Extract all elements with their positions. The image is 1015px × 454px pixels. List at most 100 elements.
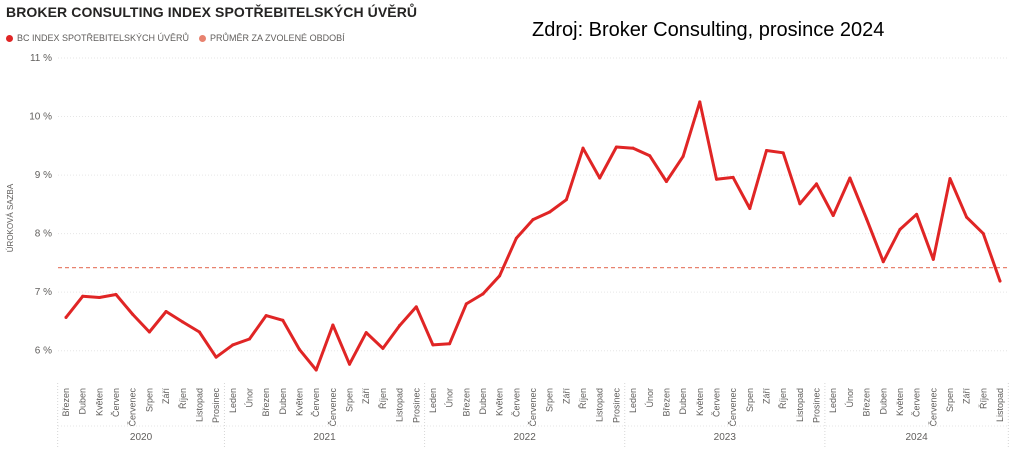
x-month-label: Září [561, 388, 571, 405]
data-point [281, 318, 285, 322]
x-month-label: Leden [228, 388, 238, 413]
data-point [598, 176, 602, 180]
data-point [364, 331, 368, 335]
data-point [448, 342, 452, 346]
y-tick-label: 8 % [35, 229, 52, 240]
x-month-label: Březen [661, 388, 671, 417]
data-point [131, 312, 135, 316]
x-month-label: Květen [695, 388, 705, 416]
x-year-label: 2020 [130, 432, 153, 443]
x-month-label: Duben [278, 388, 288, 415]
y-tick-label: 7 % [35, 287, 52, 298]
data-point [965, 215, 969, 219]
data-point [81, 294, 85, 298]
data-point [481, 292, 485, 296]
x-month-label: Březen [61, 388, 71, 417]
data-point [698, 100, 702, 104]
data-point [164, 310, 168, 314]
data-point [915, 212, 919, 216]
data-point [197, 330, 201, 334]
legend-marker-index [6, 34, 13, 42]
data-point [264, 314, 268, 318]
x-month-label: Červen [311, 388, 321, 417]
data-point [614, 145, 618, 149]
x-month-label: Říjen [778, 388, 788, 409]
data-point [581, 146, 585, 150]
x-month-label: Duben [678, 388, 688, 415]
data-point [298, 348, 301, 352]
data-point [848, 176, 852, 180]
legend-label-average: PRŮMĚR ZA ZVOLENÉ OBDOBÍ [210, 33, 345, 43]
legend-label-index: BC INDEX SPOTŘEBITELSKÝCH ÚVĚRŮ [17, 33, 190, 43]
data-point [948, 177, 952, 181]
data-point [231, 343, 235, 347]
data-point [314, 368, 318, 372]
x-month-label: Listopad [194, 388, 204, 422]
legend-item-index[interactable]: BC INDEX SPOTŘEBITELSKÝCH ÚVĚRŮ [6, 33, 189, 43]
x-month-label: Duben [78, 388, 88, 415]
data-point [898, 228, 902, 232]
y-axis-title: ÚROKOVÁ SAZBA [6, 183, 15, 252]
x-month-label: Listopad [795, 388, 805, 422]
data-point [498, 274, 502, 278]
x-month-label: Srpen [745, 388, 755, 412]
x-month-label: Leden [828, 388, 838, 413]
x-month-label: Listopad [395, 388, 405, 422]
x-month-label: Prosinec [611, 388, 621, 424]
x-month-label: Červen [912, 388, 922, 417]
data-point [97, 295, 101, 299]
chart-title: BROKER CONSULTING INDEX SPOTŘEBITELSKÝCH… [6, 4, 418, 20]
x-month-label: Srpen [345, 388, 355, 412]
x-month-label: Červen [711, 388, 721, 417]
x-month-label: Květen [895, 388, 905, 416]
data-point [464, 302, 468, 306]
x-month-label: Září [962, 388, 972, 405]
x-month-label: Listopad [995, 388, 1005, 422]
y-tick-label: 11 % [30, 53, 52, 64]
x-month-label: Leden [628, 388, 638, 413]
x-month-label: Prosinec [812, 388, 822, 424]
data-point [548, 210, 552, 214]
data-point [331, 323, 335, 327]
x-month-label: Březen [461, 388, 471, 417]
y-tick-label: 10 % [29, 112, 52, 123]
x-month-label: Prosinec [411, 388, 421, 424]
data-point [564, 198, 568, 202]
x-month-label: Duben [478, 388, 488, 415]
data-point [664, 180, 668, 184]
data-point [998, 279, 1002, 283]
data-point [981, 232, 985, 236]
x-month-label: Leden [428, 388, 438, 413]
x-month-label: Únor [845, 388, 855, 408]
data-point [714, 177, 718, 181]
data-point [648, 154, 652, 158]
x-month-label: Září [361, 388, 371, 405]
data-point [831, 213, 835, 217]
x-month-label: Květen [495, 388, 505, 416]
x-month-label: Srpen [144, 388, 154, 412]
data-point [398, 324, 402, 328]
x-month-label: Říjen [578, 388, 588, 409]
data-point [64, 315, 68, 319]
x-month-label: Září [161, 388, 171, 405]
source-note: Zdroj: Broker Consulting, prosince 2024 [532, 19, 885, 41]
x-month-label: Září [762, 388, 772, 405]
x-month-label: Květen [295, 388, 305, 416]
x-month-label: Červenec [328, 388, 338, 427]
legend: BC INDEX SPOTŘEBITELSKÝCH ÚVĚRŮ PRŮMĚR Z… [6, 33, 355, 43]
index-series-line [64, 100, 1002, 372]
x-month-label: Prosinec [211, 388, 221, 424]
data-point [114, 293, 118, 297]
data-point [147, 330, 151, 334]
x-month-label: Duben [878, 388, 888, 415]
data-point [214, 355, 218, 359]
data-point [531, 218, 535, 222]
x-year-label: 2022 [514, 432, 537, 443]
data-point [348, 362, 352, 366]
legend-item-average[interactable]: PRŮMĚR ZA ZVOLENÉ OBDOBÍ [199, 33, 345, 43]
y-tick-label: 9 % [35, 170, 52, 181]
x-month-label: Červenec [528, 388, 538, 427]
x-month-label: Únor [445, 388, 455, 408]
x-year-label: 2021 [313, 432, 336, 443]
data-point [681, 154, 685, 158]
